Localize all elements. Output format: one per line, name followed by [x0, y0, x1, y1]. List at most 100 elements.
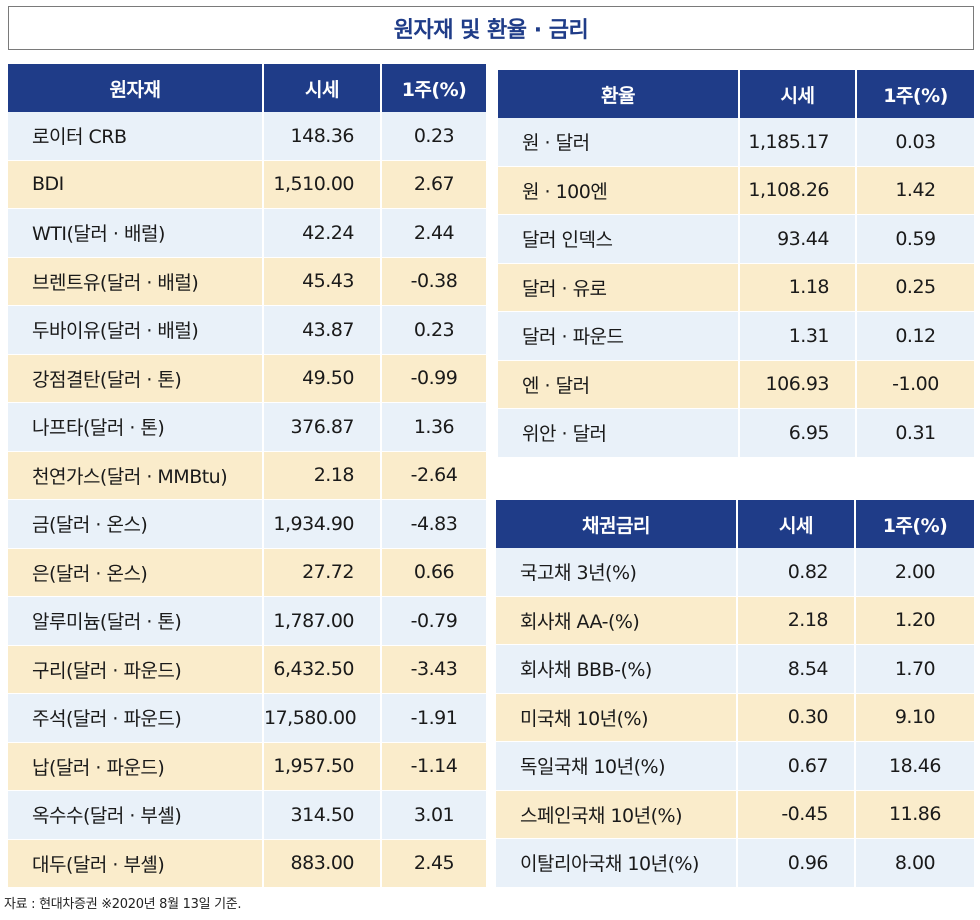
- row-price: 148.36: [264, 112, 382, 161]
- commodities-header-row: 원자재 시세 1주(%): [8, 64, 486, 112]
- row-week-change: 0.59: [857, 215, 974, 264]
- row-price: 0.30: [738, 693, 856, 742]
- row-name: WTI(달러 · 배럴): [8, 209, 264, 258]
- row-name: 엔 · 달러: [498, 360, 740, 409]
- table-row: 회사채 BBB-(%) 8.54 1.70: [496, 645, 974, 694]
- table-row: 원 · 달러 1,185.17 0.03: [498, 118, 974, 167]
- row-name: 브렌트유(달러 · 배럴): [8, 257, 264, 306]
- row-name: 회사채 AA-(%): [496, 596, 738, 645]
- commodities-table: 원자재 시세 1주(%) 로이터 CRB 148.36 0.23 BDI 1,510.0…: [8, 64, 486, 888]
- row-week-change: 0.31: [857, 409, 974, 458]
- row-name: 위안 · 달러: [498, 409, 740, 458]
- row-price: 8.54: [738, 645, 856, 694]
- row-week-change: 2.67: [382, 160, 486, 209]
- row-week-change: -0.38: [382, 257, 486, 306]
- row-name: 로이터 CRB: [8, 112, 264, 161]
- row-name: 알루미늄(달러 · 톤): [8, 597, 264, 646]
- table-row: BDI 1,510.00 2.67: [8, 160, 486, 209]
- row-name: 달러 인덱스: [498, 215, 740, 264]
- row-name: 원 · 100엔: [498, 166, 740, 215]
- row-name: BDI: [8, 160, 264, 209]
- table-row: 은(달러 · 온스) 27.72 0.66: [8, 548, 486, 597]
- table-row: 구리(달러 · 파운드) 6,432.50 -3.43: [8, 645, 486, 694]
- row-name: 납(달러 · 파운드): [8, 742, 264, 791]
- row-price: 2.18: [264, 451, 382, 500]
- table-row: 달러 인덱스 93.44 0.59: [498, 215, 974, 264]
- row-week-change: 0.03: [857, 118, 974, 167]
- table-row: 납(달러 · 파운드) 1,957.50 -1.14: [8, 742, 486, 791]
- row-week-change: 1.42: [857, 166, 974, 215]
- row-week-change: 2.00: [856, 548, 974, 597]
- table-row: 나프타(달러 · 톤) 376.87 1.36: [8, 403, 486, 452]
- header-commodity: 원자재: [8, 64, 264, 112]
- row-week-change: -1.91: [382, 694, 486, 743]
- row-week-change: 2.45: [382, 839, 486, 888]
- header-week-change: 1주(%): [857, 70, 974, 118]
- row-price: 0.96: [738, 839, 856, 888]
- row-price: 93.44: [740, 215, 857, 264]
- row-price: 1,510.00: [264, 160, 382, 209]
- row-week-change: 2.44: [382, 209, 486, 258]
- table-row: 스페인국채 10년(%) -0.45 11.86: [496, 790, 974, 839]
- bonds-header-row: 채권금리 시세 1주(%): [496, 500, 974, 548]
- table-row: 국고채 3년(%) 0.82 2.00: [496, 548, 974, 597]
- row-week-change: -1.00: [857, 360, 974, 409]
- row-week-change: -0.79: [382, 597, 486, 646]
- header-price: 시세: [264, 64, 382, 112]
- header-price: 시세: [740, 70, 857, 118]
- row-week-change: -1.14: [382, 742, 486, 791]
- row-week-change: -3.43: [382, 645, 486, 694]
- row-price: 1.18: [740, 263, 857, 312]
- row-price: 17,580.00: [264, 694, 382, 743]
- row-name: 은(달러 · 온스): [8, 548, 264, 597]
- header-price: 시세: [738, 500, 856, 548]
- row-week-change: 18.46: [856, 742, 974, 791]
- row-price: 1,957.50: [264, 742, 382, 791]
- row-week-change: 0.12: [857, 312, 974, 361]
- row-name: 대두(달러 · 부셸): [8, 839, 264, 888]
- table-row: 원 · 100엔 1,108.26 1.42: [498, 166, 974, 215]
- row-price: 1,185.17: [740, 118, 857, 167]
- table-row: 알루미늄(달러 · 톤) 1,787.00 -0.79: [8, 597, 486, 646]
- table-row: 엔 · 달러 106.93 -1.00: [498, 360, 974, 409]
- table-row: 달러 · 유로 1.18 0.25: [498, 263, 974, 312]
- row-price: -0.45: [738, 790, 856, 839]
- row-name: 나프타(달러 · 톤): [8, 403, 264, 452]
- table-row: 위안 · 달러 6.95 0.31: [498, 409, 974, 458]
- row-name: 회사채 BBB-(%): [496, 645, 738, 694]
- row-price: 1,934.90: [264, 500, 382, 549]
- row-price: 6.95: [740, 409, 857, 458]
- row-week-change: -2.64: [382, 451, 486, 500]
- row-name: 주석(달러 · 파운드): [8, 694, 264, 743]
- row-price: 2.18: [738, 596, 856, 645]
- row-price: 27.72: [264, 548, 382, 597]
- row-price: 6,432.50: [264, 645, 382, 694]
- row-week-change: 8.00: [856, 839, 974, 888]
- table-row: 대두(달러 · 부셸) 883.00 2.45: [8, 839, 486, 888]
- row-name: 국고채 3년(%): [496, 548, 738, 597]
- source-footnote: 자료 : 현대차증권 ※2020년 8월 13일 기준.: [4, 897, 242, 912]
- row-week-change: 3.01: [382, 791, 486, 840]
- table-row: 옥수수(달러 · 부셸) 314.50 3.01: [8, 791, 486, 840]
- header-week-change: 1주(%): [856, 500, 974, 548]
- table-row: 천연가스(달러 · MMBtu) 2.18 -2.64: [8, 451, 486, 500]
- page-title: 원자재 및 환율 · 금리: [393, 18, 589, 43]
- row-name: 스페인국채 10년(%): [496, 790, 738, 839]
- row-price: 376.87: [264, 403, 382, 452]
- row-name: 천연가스(달러 · MMBtu): [8, 451, 264, 500]
- table-row: 로이터 CRB 148.36 0.23: [8, 112, 486, 161]
- row-price: 43.87: [264, 306, 382, 355]
- row-name: 두바이유(달러 · 배럴): [8, 306, 264, 355]
- row-price: 314.50: [264, 791, 382, 840]
- row-price: 883.00: [264, 839, 382, 888]
- row-week-change: 1.70: [856, 645, 974, 694]
- row-price: 49.50: [264, 354, 382, 403]
- row-name: 달러 · 파운드: [498, 312, 740, 361]
- table-row: WTI(달러 · 배럴) 42.24 2.44: [8, 209, 486, 258]
- row-price: 1,787.00: [264, 597, 382, 646]
- row-name: 원 · 달러: [498, 118, 740, 167]
- table-row: 이탈리아국채 10년(%) 0.96 8.00: [496, 839, 974, 888]
- row-price: 1.31: [740, 312, 857, 361]
- row-name: 구리(달러 · 파운드): [8, 645, 264, 694]
- row-week-change: 1.36: [382, 403, 486, 452]
